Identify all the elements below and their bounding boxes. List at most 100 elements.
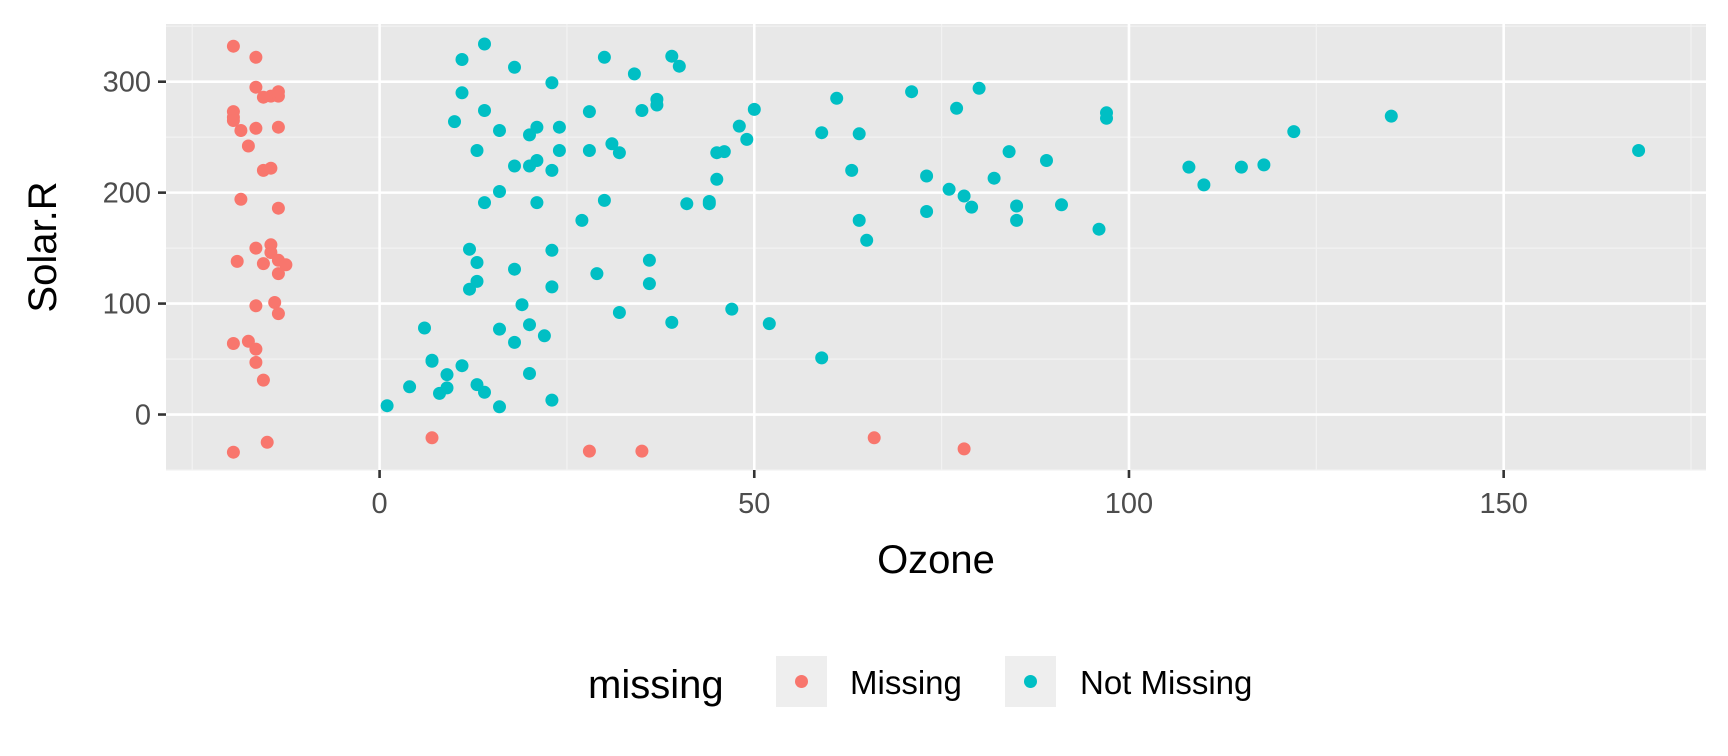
point-not-missing [508, 335, 521, 349]
point-not-missing [508, 159, 521, 173]
point-not-missing [582, 105, 596, 119]
legend-dot-missing [795, 675, 808, 688]
point-missing [249, 121, 263, 135]
point-not-missing [545, 393, 559, 407]
point-missing [268, 296, 282, 309]
axis-ticks [158, 80, 1505, 478]
point-not-missing [605, 137, 619, 151]
point-missing [226, 445, 240, 459]
x-axis-title: Ozone [877, 538, 995, 582]
point-missing [271, 85, 285, 99]
point-missing [230, 254, 244, 268]
point-not-missing [1384, 109, 1398, 123]
point-not-missing [537, 329, 551, 343]
point-missing [425, 431, 439, 445]
y-tick-label: 300 [103, 67, 151, 99]
plot-panel [166, 24, 1706, 470]
x-tick-label: 150 [1479, 488, 1527, 520]
point-not-missing [852, 213, 866, 227]
legend-label-not-missing: Not Missing [1080, 664, 1252, 701]
data-points [226, 37, 1646, 459]
point-not-missing [1197, 178, 1211, 192]
point-not-missing [545, 76, 559, 90]
tick-labels: 0 50 100 150 0 100 200 300 [103, 67, 1528, 520]
legend-label-missing: Missing [850, 664, 962, 701]
point-missing [635, 444, 649, 458]
point-not-missing [950, 101, 964, 115]
point-missing [249, 50, 263, 64]
point-not-missing [830, 91, 844, 105]
y-axis-title: Solar.R [21, 181, 65, 312]
point-missing [249, 299, 263, 313]
point-not-missing [1234, 160, 1248, 174]
point-not-missing [463, 242, 476, 256]
point-not-missing [403, 380, 417, 394]
point-not-missing [1040, 154, 1053, 167]
point-not-missing [478, 37, 491, 51]
grid-major-lines [166, 24, 1706, 470]
point-missing [249, 241, 263, 255]
point-not-missing [1100, 106, 1113, 120]
point-not-missing [433, 386, 446, 400]
point-missing [256, 90, 270, 104]
point-not-missing [470, 256, 484, 269]
point-not-missing [530, 196, 544, 210]
point-not-missing [957, 189, 971, 203]
point-not-missing [575, 213, 589, 227]
point-not-missing [440, 368, 454, 382]
point-not-missing [545, 243, 559, 257]
point-not-missing [590, 267, 604, 281]
point-not-missing [597, 50, 611, 64]
point-not-missing [1092, 222, 1106, 236]
point-missing [279, 258, 293, 272]
point-not-missing [665, 315, 679, 329]
point-not-missing [478, 385, 491, 399]
point-not-missing [1010, 199, 1024, 213]
point-not-missing [478, 196, 491, 210]
point-missing [226, 114, 240, 127]
point-missing [234, 192, 248, 206]
point-missing [264, 161, 278, 175]
point-not-missing [702, 197, 716, 211]
point-not-missing [972, 81, 986, 95]
point-not-missing [448, 115, 461, 129]
point-not-missing [845, 163, 859, 177]
point-not-missing [515, 298, 529, 312]
point-missing [582, 444, 596, 458]
point-missing [226, 39, 240, 53]
point-not-missing [710, 172, 724, 186]
point-not-missing [582, 144, 596, 157]
point-not-missing [493, 322, 506, 336]
point-not-missing [425, 354, 439, 368]
point-not-missing [455, 53, 469, 66]
point-not-missing [762, 317, 776, 331]
y-tick-label: 0 [135, 400, 151, 432]
point-not-missing [942, 182, 956, 196]
point-not-missing [920, 205, 934, 218]
legend-title: missing [588, 663, 724, 707]
point-missing [260, 435, 274, 449]
legend: missing Missing Not Missing [588, 656, 1252, 707]
point-not-missing [597, 193, 611, 207]
point-not-missing [545, 280, 559, 294]
point-missing [241, 139, 255, 153]
point-not-missing [418, 321, 431, 335]
point-not-missing [1010, 213, 1024, 227]
y-tick-label: 100 [103, 289, 151, 321]
point-not-missing [672, 59, 686, 73]
point-not-missing [380, 399, 394, 413]
point-missing [249, 355, 263, 369]
point-missing [256, 373, 270, 387]
point-missing [867, 431, 881, 445]
point-not-missing [552, 144, 566, 157]
point-not-missing [920, 169, 934, 183]
point-missing [256, 257, 270, 271]
grid-minor-lines [166, 24, 1706, 471]
point-not-missing [965, 200, 979, 214]
point-not-missing [725, 302, 739, 316]
point-not-missing [508, 262, 521, 276]
point-missing [271, 120, 285, 134]
point-missing [271, 307, 285, 321]
point-not-missing [650, 98, 664, 112]
